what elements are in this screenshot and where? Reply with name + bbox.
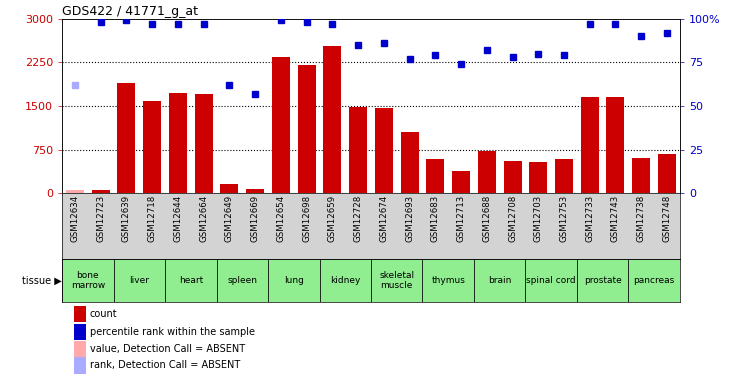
Text: GSM12634: GSM12634 (70, 194, 80, 242)
Text: GSM12718: GSM12718 (148, 194, 156, 242)
Bar (272, 57, 290, 193)
Bar (66, 190, 84, 193)
Bar (629, 259, 680, 302)
Text: GSM12669: GSM12669 (251, 194, 260, 242)
Bar (165, 259, 216, 302)
Text: GSM12708: GSM12708 (508, 194, 517, 242)
Bar (75, 357, 86, 374)
Text: GSM12723: GSM12723 (96, 194, 105, 242)
Bar (268, 259, 319, 302)
Text: GSM12639: GSM12639 (122, 194, 131, 242)
Bar (75, 341, 86, 357)
Bar (423, 259, 474, 302)
Bar (113, 259, 165, 302)
Bar (529, 162, 548, 193)
Bar (504, 160, 521, 193)
Bar (478, 151, 496, 193)
Bar (216, 259, 268, 302)
Text: GSM12654: GSM12654 (276, 194, 285, 242)
Text: kidney: kidney (330, 276, 360, 285)
Text: GSM12674: GSM12674 (379, 194, 388, 242)
Text: brain: brain (488, 276, 512, 285)
Bar (452, 171, 470, 193)
Bar (658, 154, 676, 193)
Text: spinal cord: spinal cord (526, 276, 576, 285)
Bar (632, 158, 651, 193)
Text: GSM12649: GSM12649 (225, 194, 234, 242)
Text: tissue ▶: tissue ▶ (23, 275, 62, 285)
Text: value, Detection Call = ABSENT: value, Detection Call = ABSENT (90, 344, 245, 354)
Bar (371, 259, 423, 302)
Bar (375, 108, 393, 193)
Bar (323, 46, 341, 193)
Text: GSM12703: GSM12703 (534, 194, 543, 242)
Bar (401, 132, 419, 193)
Bar (118, 83, 135, 193)
Bar (298, 65, 316, 193)
Bar (526, 259, 577, 302)
Text: skeletal
muscle: skeletal muscle (379, 271, 414, 290)
Text: liver: liver (129, 276, 149, 285)
Bar (75, 306, 86, 322)
Text: GSM12659: GSM12659 (328, 194, 337, 242)
Text: prostate: prostate (584, 276, 621, 285)
Bar (194, 94, 213, 193)
Text: lung: lung (284, 276, 303, 285)
Bar (474, 259, 526, 302)
Text: GSM12683: GSM12683 (431, 194, 440, 242)
Text: GSM12693: GSM12693 (405, 194, 414, 242)
Bar (91, 190, 110, 193)
Text: thymus: thymus (431, 276, 465, 285)
Bar (169, 93, 187, 193)
Text: rank, Detection Call = ABSENT: rank, Detection Call = ABSENT (90, 360, 240, 370)
Text: GSM12698: GSM12698 (302, 194, 311, 242)
Text: heart: heart (178, 276, 203, 285)
Text: GSM12733: GSM12733 (586, 194, 594, 242)
Bar (62, 259, 113, 302)
Bar (580, 97, 599, 193)
Text: GSM12743: GSM12743 (611, 194, 620, 242)
Text: GSM12688: GSM12688 (482, 194, 491, 242)
Text: spleen: spleen (227, 276, 257, 285)
Text: GSM12644: GSM12644 (173, 194, 183, 242)
Bar (75, 324, 86, 340)
Bar (426, 159, 444, 193)
Bar (349, 107, 367, 193)
Bar (221, 184, 238, 193)
Text: bone
marrow: bone marrow (71, 271, 105, 290)
Text: GSM12748: GSM12748 (662, 194, 672, 242)
Text: percentile rank within the sample: percentile rank within the sample (90, 327, 255, 337)
Bar (607, 97, 624, 193)
Bar (246, 189, 264, 193)
Text: GDS422 / 41771_g_at: GDS422 / 41771_g_at (62, 4, 198, 18)
Bar (555, 159, 573, 193)
Bar (143, 101, 162, 193)
Text: pancreas: pancreas (634, 276, 675, 285)
Text: GSM12738: GSM12738 (637, 194, 645, 242)
Bar (319, 259, 371, 302)
Text: GSM12664: GSM12664 (199, 194, 208, 242)
Text: GSM12728: GSM12728 (354, 194, 363, 242)
Text: GSM12713: GSM12713 (457, 194, 466, 242)
Bar (577, 259, 629, 302)
Text: GSM12753: GSM12753 (559, 194, 569, 242)
Text: count: count (90, 309, 118, 319)
